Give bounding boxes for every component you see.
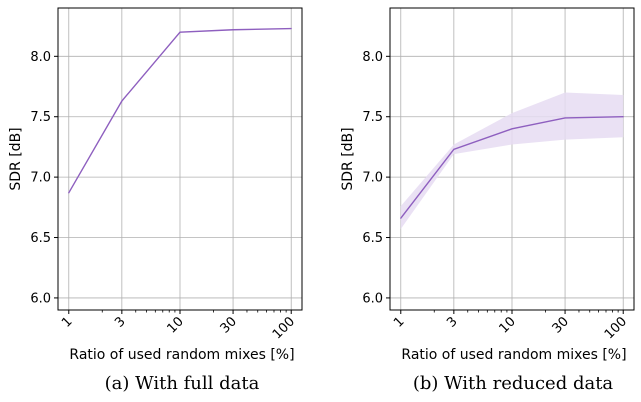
x-tick-label: 10: [165, 314, 187, 336]
data-point: [511, 128, 513, 130]
y-tick-label: 8.0: [30, 50, 51, 65]
y-tick-label: 7.0: [30, 171, 51, 186]
y-tick-label: 6.0: [362, 291, 383, 306]
x-tick-label: 100: [602, 314, 630, 342]
x-axis-label: Ratio of used random mixes [%]: [401, 347, 626, 363]
confidence-band: [400, 92, 624, 230]
subfigure-caption: (a) With full data: [105, 373, 260, 394]
data-point: [400, 217, 402, 219]
y-tick-label: 6.5: [362, 231, 383, 246]
x-tick-label: 30: [550, 314, 572, 336]
data-point: [453, 148, 455, 150]
y-tick-label: 8.0: [362, 50, 383, 65]
data-point: [564, 117, 566, 119]
x-tick-label: 1: [59, 314, 75, 330]
data-point: [121, 100, 123, 102]
chart-panel-2: 6.0 6.5 7.0 7.5 8.0 1 3 10 30 100 Ratio of used ra…: [340, 7, 635, 394]
x-tick-label: 3: [112, 314, 128, 330]
chart-panel-1: 6.0 6.5 7.0 7.5 8.0 1 3 10 30 100 Ratio of used ra…: [8, 7, 303, 394]
y-tick-label: 7.5: [30, 110, 51, 125]
x-tick-label: 100: [270, 314, 298, 342]
data-point: [68, 192, 70, 194]
x-tick-label: 10: [497, 314, 519, 336]
grid-lines: [390, 8, 634, 310]
x-tick-label: 3: [444, 314, 460, 330]
y-axis-label: SDR [dB]: [8, 127, 24, 190]
x-tick-label: 30: [218, 314, 240, 336]
y-tick-label: 6.5: [30, 231, 51, 246]
data-point: [179, 31, 181, 33]
data-point: [232, 29, 234, 31]
y-tick-label: 7.5: [362, 110, 383, 125]
y-tick-label: 6.0: [30, 291, 51, 306]
data-point: [290, 27, 292, 30]
y-tick-label: 7.0: [362, 171, 383, 186]
x-tick-label: 1: [391, 314, 407, 330]
y-axis-label: SDR [dB]: [340, 127, 356, 190]
subfigure-caption: (b) With reduced data: [413, 373, 614, 394]
x-axis-label: Ratio of used random mixes [%]: [69, 347, 294, 363]
grid-lines: [58, 8, 302, 310]
data-point: [622, 116, 624, 118]
